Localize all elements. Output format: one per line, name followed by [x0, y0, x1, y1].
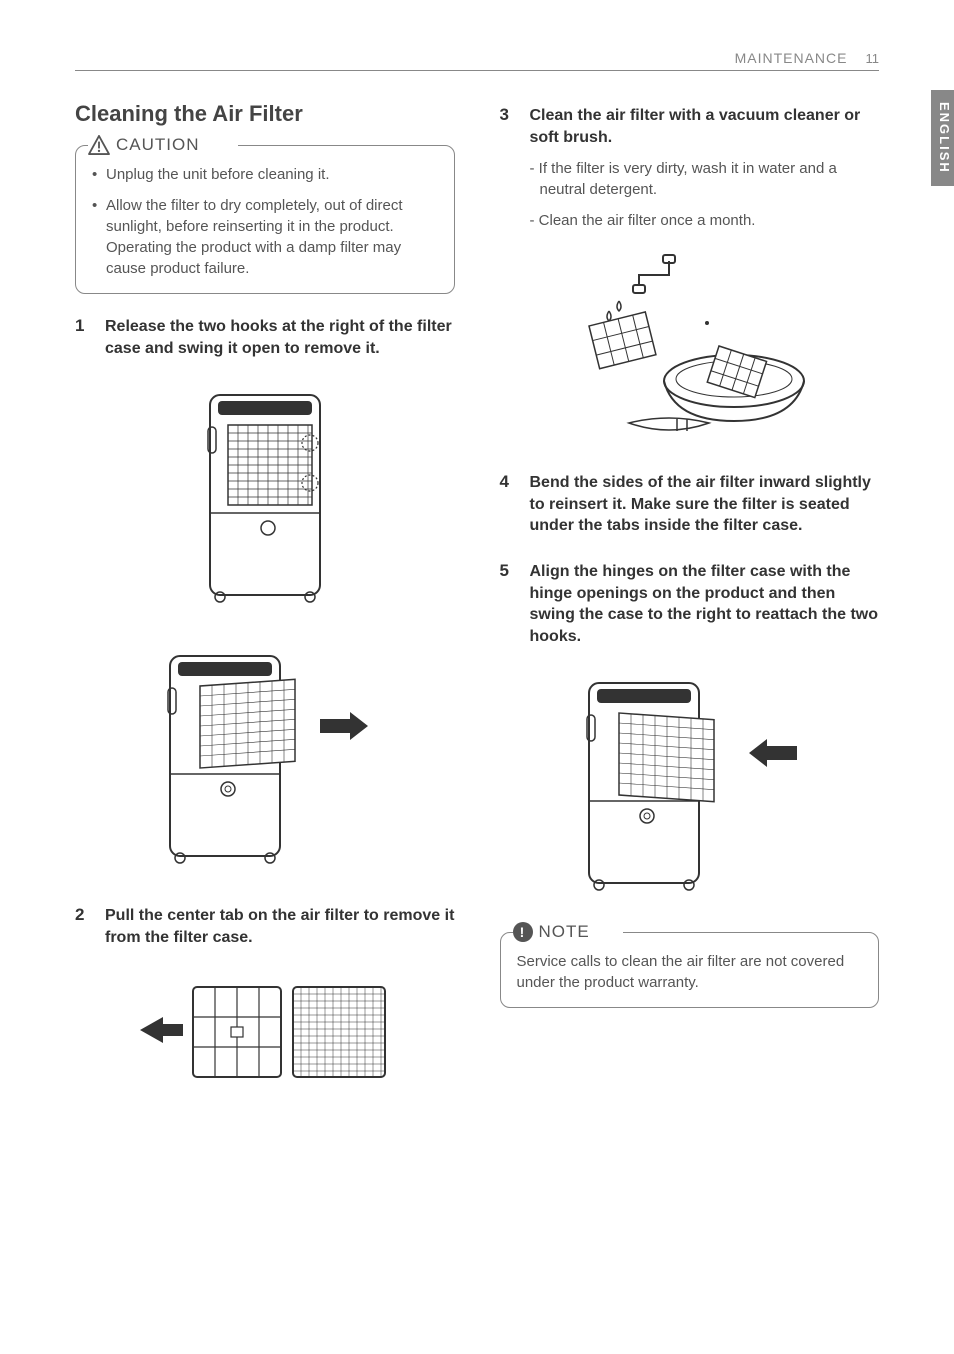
- step-text: Clean the air filter with a vacuum clean…: [530, 105, 880, 148]
- figure-step1a: [75, 383, 455, 618]
- step-body: Align the hinges on the filter case with…: [530, 561, 880, 651]
- figure-step2: [75, 972, 455, 1097]
- step-1: 1 Release the two hooks at the right of …: [75, 316, 455, 363]
- note-label-text: NOTE: [539, 922, 590, 942]
- step-5: 5 Align the hinges on the filter case wi…: [500, 561, 880, 651]
- header-section-label: MAINTENANCE: [735, 50, 848, 66]
- step-4: 4 Bend the sides of the air filter inwar…: [500, 472, 880, 541]
- step-body: Release the two hooks at the right of th…: [105, 316, 455, 363]
- figure-step3: [500, 251, 880, 446]
- step-number: 4: [500, 472, 516, 541]
- note-text: Service calls to clean the air filter ar…: [517, 951, 863, 993]
- step-sub: Clean the air filter once a month.: [530, 210, 880, 231]
- step-3: 3 Clean the air filter with a vacuum cle…: [500, 105, 880, 231]
- note-box: ! NOTE Service calls to clean the air fi…: [500, 932, 880, 1008]
- step-number: 1: [75, 316, 91, 363]
- figure-step5: [500, 671, 880, 906]
- caution-triangle-icon: [88, 135, 110, 155]
- caution-item: Allow the filter to dry completely, out …: [92, 195, 438, 279]
- step-text: Bend the sides of the air filter inward …: [530, 472, 880, 537]
- step-body: Clean the air filter with a vacuum clean…: [530, 105, 880, 231]
- content-columns: Cleaning the Air Filter CAUTION Unplug t…: [75, 101, 879, 1123]
- step-number: 3: [500, 105, 516, 231]
- step-text: Align the hinges on the filter case with…: [530, 561, 880, 647]
- manual-page: MAINTENANCE 11 ENGLISH Cleaning the Air …: [0, 0, 954, 1183]
- step-body: Bend the sides of the air filter inward …: [530, 472, 880, 541]
- note-info-icon: !: [513, 922, 533, 942]
- right-column: 3 Clean the air filter with a vacuum cle…: [500, 101, 880, 1123]
- caution-label: CAUTION: [88, 135, 208, 155]
- caution-item: Unplug the unit before cleaning it.: [92, 164, 438, 185]
- figure-step1b: [75, 644, 455, 879]
- caution-list: Unplug the unit before cleaning it. Allo…: [92, 164, 438, 279]
- page-header: MAINTENANCE 11: [75, 50, 879, 71]
- step-2: 2 Pull the center tab on the air filter …: [75, 905, 455, 952]
- language-tab: ENGLISH: [931, 90, 954, 186]
- step-number: 5: [500, 561, 516, 651]
- left-column: Cleaning the Air Filter CAUTION Unplug t…: [75, 101, 455, 1123]
- step-text: Release the two hooks at the right of th…: [105, 316, 455, 359]
- section-title: Cleaning the Air Filter: [75, 101, 455, 127]
- caution-label-text: CAUTION: [116, 135, 200, 155]
- step-sub: If the filter is very dirty, wash it in …: [530, 158, 880, 200]
- step-text: Pull the center tab on the air filter to…: [105, 905, 455, 948]
- page-number: 11: [866, 51, 880, 66]
- step-number: 2: [75, 905, 91, 952]
- note-label: ! NOTE: [513, 922, 598, 942]
- caution-box: CAUTION Unplug the unit before cleaning …: [75, 145, 455, 294]
- step-body: Pull the center tab on the air filter to…: [105, 905, 455, 952]
